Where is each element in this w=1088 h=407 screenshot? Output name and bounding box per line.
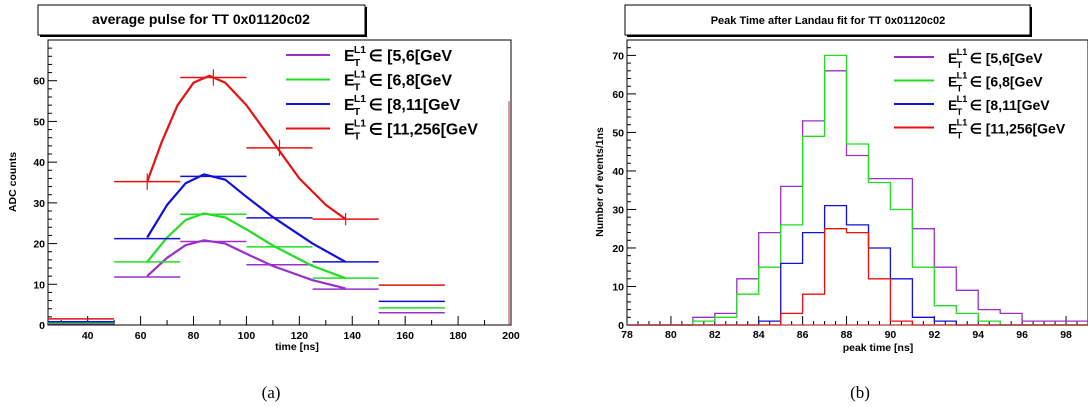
chart-b-histogram (627, 204, 1088, 326)
chart-a-xtick-label: 60 (135, 330, 147, 342)
chart-b-ytick-label: 50 (612, 127, 624, 139)
chart-a-legend-sup: L1 (354, 94, 366, 105)
chart-a-series (48, 69, 510, 325)
chart-b-title: Peak Time after Landau fit for TT 0x0112… (711, 15, 946, 27)
chart-b-legend-symbol: E (948, 121, 957, 137)
chart-b-legend-label: ∈ [8,11[GeV (970, 97, 1051, 113)
chart-a-title-shadow (40, 35, 366, 37)
chart-a-ylabel: ADC counts (7, 152, 19, 212)
chart-b-xtick-label: 88 (841, 329, 853, 341)
chart-b-title-shadow-side (1030, 7, 1032, 37)
chart-a-legend-sub: T (354, 58, 361, 69)
chart-b-legend-sup: L1 (957, 94, 968, 104)
chart-b-ytick-label: 10 (612, 281, 624, 293)
chart-b-xtick-label: 94 (972, 329, 984, 341)
chart-b-xtick-label: 86 (797, 329, 809, 341)
chart-b: Peak Time after Landau fit for TT 0x0112… (594, 4, 1088, 402)
chart-b-histogram (627, 228, 1088, 326)
chart-b-ytick-label: 40 (612, 166, 624, 178)
chart-a-xtick-label: 120 (291, 330, 309, 342)
chart-a-legend-symbol: E (344, 97, 355, 114)
chart-a-title: average pulse for TT 0x01120c02 (92, 11, 310, 27)
chart-a-xtick-label: 160 (396, 330, 414, 342)
chart-b-ylabel: Number of events/1ns (594, 127, 606, 237)
chart-a-legend-sup: L1 (354, 70, 366, 81)
chart-a-legend-sub: T (354, 132, 361, 143)
chart-b-xtick-label: 80 (665, 329, 677, 341)
chart-a-legend-symbol: E (344, 122, 355, 139)
chart-b-legend-sub: T (957, 131, 963, 141)
chart-b-xtick-label: 84 (753, 329, 765, 341)
chart-a-caption: (a) (262, 383, 281, 402)
chart-a-legend-symbol: E (344, 73, 355, 90)
chart-b-legend-symbol: E (948, 74, 957, 90)
chart-b-ticks: 78 80 82 84 86 88 90 92 94 96 98 0 10 20 30 40 50 60 70 (612, 47, 1078, 341)
chart-a-legend-symbol: E (344, 48, 355, 65)
chart-a-xtick-label: 80 (188, 330, 200, 342)
chart-a-fit-curve (146, 173, 347, 263)
chart-b-xtick-label: 96 (1016, 329, 1028, 341)
chart-a-title-shadow-side (365, 7, 367, 37)
chart-a-legend-label: ∈ [11,256[GeV (369, 122, 478, 139)
chart-b-histogram (627, 54, 1088, 326)
chart-b-xtick-label: 92 (928, 329, 940, 341)
chart-a-xtick-label: 100 (238, 330, 256, 342)
chart-b-legend-sub: T (957, 60, 963, 70)
chart-a-ytick-label: 20 (33, 239, 45, 251)
chart-b-legend-label: ∈ [11,256[GeV (970, 121, 1066, 137)
chart-a-fit-curve (146, 74, 347, 220)
chart-a-legend-sub: T (354, 107, 361, 118)
chart-a-ytick-label: 30 (33, 198, 45, 210)
chart-b-series (627, 54, 1088, 326)
chart-b-ytick-label: 20 (612, 243, 624, 255)
chart-a-legend-label: ∈ [8,11[GeV (369, 97, 461, 114)
chart-b-xtick-label: 90 (885, 329, 897, 341)
chart-a-legend-label: ∈ [5,6[GeV (369, 48, 453, 65)
chart-a-xtick-label: 140 (343, 330, 361, 342)
chart-b-xtick-label: 98 (1060, 329, 1072, 341)
chart-a-fit-curve (146, 212, 346, 280)
chart-b-xtick-label: 78 (621, 329, 633, 341)
chart-b-legend-label: ∈ [6,8[GeV (970, 74, 1044, 90)
chart-a-ytick-label: 40 (33, 157, 45, 169)
chart-a-xtick-label: 40 (82, 330, 94, 342)
chart-b-ytick-label: 70 (612, 50, 624, 62)
chart-b-caption: (b) (850, 383, 870, 402)
chart-a-xtick-label: 180 (449, 330, 467, 342)
chart-a-legend-sub: T (354, 83, 361, 94)
chart-a-ytick-label: 50 (33, 116, 45, 128)
chart-b-ytick-label: 0 (618, 320, 624, 332)
chart-b-xtick-label: 82 (709, 329, 721, 341)
chart-b-legend-symbol: E (948, 97, 957, 113)
chart-a-xlabel: time [ns] (275, 341, 319, 353)
chart-b-legend-sup: L1 (957, 118, 968, 128)
chart-a: average pulse for TT 0x01120c02 time [ns… (7, 4, 520, 402)
chart-b-legend-symbol: E (948, 50, 957, 66)
chart-b-legend-sup: L1 (957, 71, 968, 81)
chart-a-ytick-label: 10 (33, 279, 45, 291)
chart-a-ytick-label: 60 (33, 76, 45, 88)
chart-a-ytick-label: 0 (39, 320, 45, 332)
chart-a-ticks: 40 60 80 100 120 140 160 180 200 0 10 20 30 40 50 60 (33, 47, 520, 342)
chart-a-fit-curve (146, 239, 346, 290)
chart-b-legend-sub: T (957, 107, 963, 117)
chart-b-ytick-label: 60 (612, 89, 624, 101)
chart-a-legend-sup: L1 (354, 119, 366, 130)
chart-b-legend-label: ∈ [5,6[GeV (970, 50, 1044, 66)
chart-a-legend-sup: L1 (354, 45, 366, 56)
chart-b-legend-sub: T (957, 84, 963, 94)
chart-a-legend-label: ∈ [6,8[GeV (369, 73, 453, 90)
chart-b-legend-sup: L1 (957, 47, 968, 57)
chart-b-xlabel: peak time [ns] (843, 342, 914, 354)
chart-b-ytick-label: 30 (612, 204, 624, 216)
chart-a-xtick-label: 200 (502, 330, 520, 342)
chart-b-title-shadow (627, 35, 1031, 37)
chart-b-histogram (627, 70, 1088, 326)
chart-a-frame (47, 39, 512, 326)
